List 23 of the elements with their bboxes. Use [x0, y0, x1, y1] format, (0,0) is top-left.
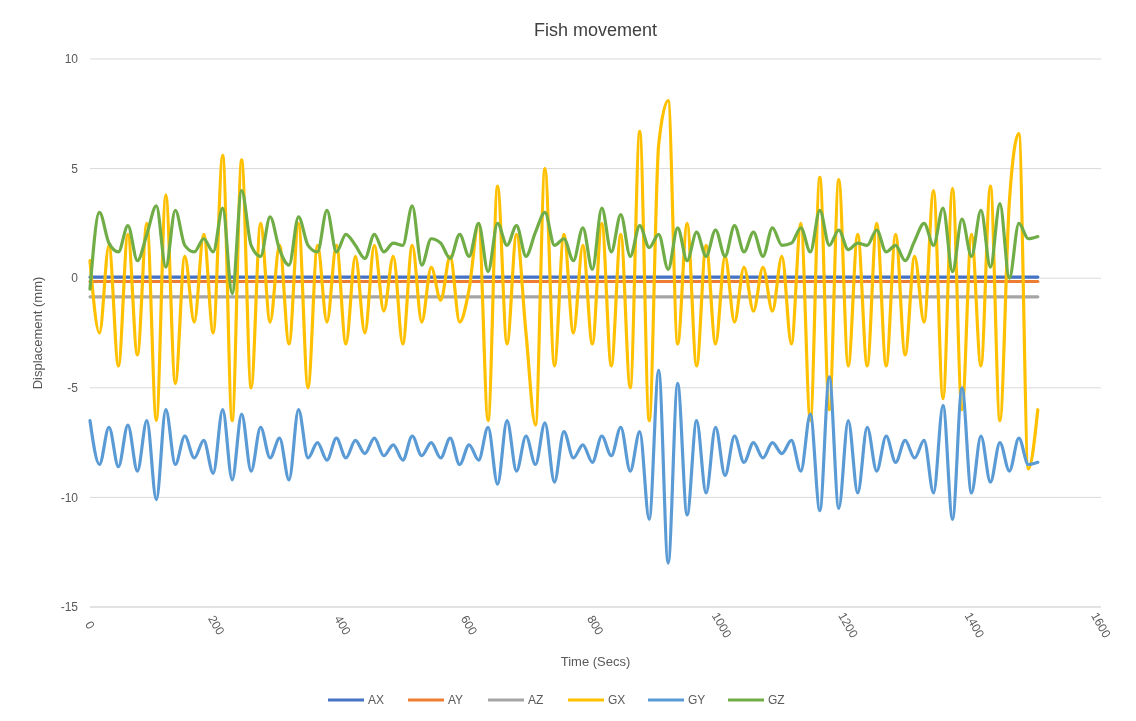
y-tick-label: -15: [60, 600, 79, 615]
y-tick-label: 0: [71, 271, 79, 286]
x-tick-label: 600: [457, 612, 481, 638]
y-axis-title: Displacement (mm): [30, 276, 45, 390]
legend-label: AZ: [528, 693, 544, 708]
y-tick-label: 5: [71, 161, 79, 176]
line-series: [88, 99, 1040, 471]
x-tick-label: 0: [82, 618, 98, 632]
x-axis-title: Time (Secs): [560, 654, 631, 669]
legend-label: GY: [688, 693, 706, 708]
legend-label: GZ: [768, 693, 785, 708]
line-series: [88, 368, 1040, 565]
y-tick-label: -5: [67, 381, 79, 395]
x-tick-label: 800: [584, 612, 607, 638]
y-tick-label: -10: [60, 490, 79, 505]
legend-label: AY: [448, 693, 464, 708]
x-tick-label: 200: [205, 612, 228, 638]
legend-label: AX: [368, 693, 385, 708]
chart-title: Fish movement: [533, 20, 658, 40]
legend-label: GX: [608, 693, 626, 708]
y-tick-label: 10: [64, 52, 79, 67]
x-tick-label: 400: [331, 612, 354, 638]
line-series: [88, 188, 1040, 296]
